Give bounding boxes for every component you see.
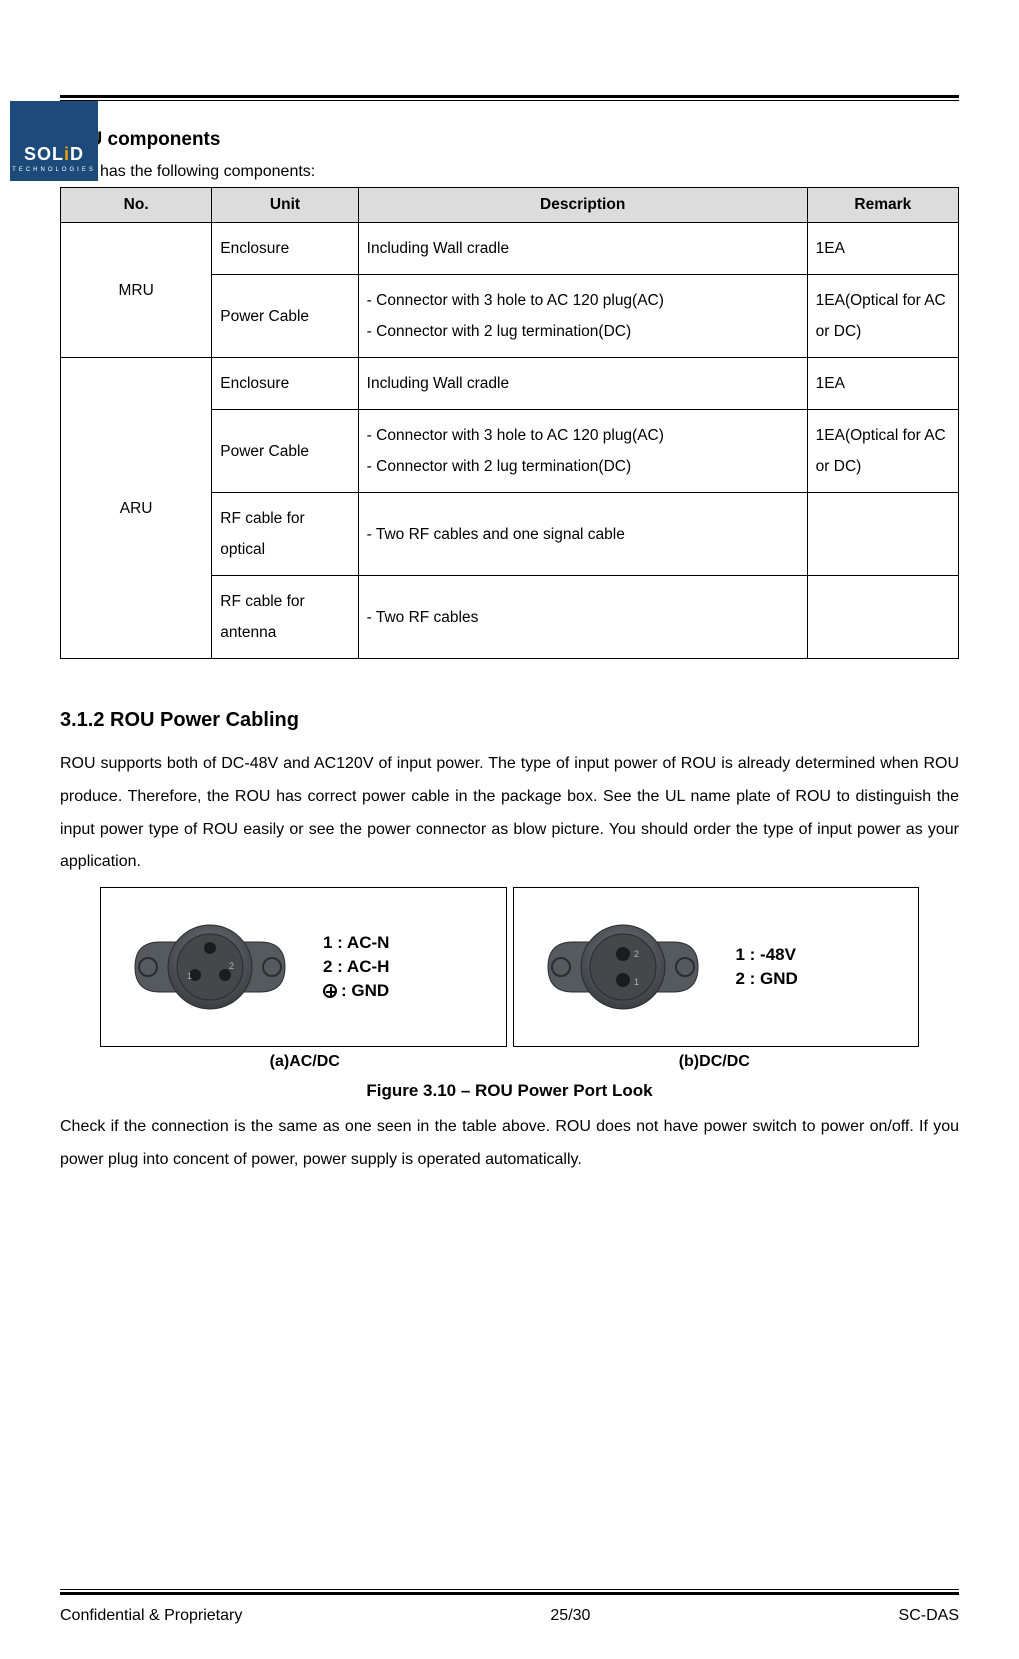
figure-labels: 1 : -48V 2 : GND bbox=[736, 945, 798, 989]
body-paragraph: Check if the connection is the same as o… bbox=[60, 1111, 959, 1177]
section-title: ROU components bbox=[60, 129, 959, 151]
footer-right: SC-DAS bbox=[899, 1607, 959, 1625]
cell-desc: Including Wall cradle bbox=[358, 358, 807, 410]
col-unit: Unit bbox=[212, 188, 358, 223]
figure-captions: (a)AC/DC (b)DC/DC bbox=[100, 1053, 919, 1071]
table-header-row: No. Unit Description Remark bbox=[61, 188, 959, 223]
cell-unit: Enclosure bbox=[212, 358, 358, 410]
label-acn: 1 : AC-N bbox=[323, 933, 389, 953]
footer-rule bbox=[60, 1589, 959, 1595]
cell-desc: - Two RF cables bbox=[358, 576, 807, 659]
body-paragraph: ROU supports both of DC-48V and AC120V o… bbox=[60, 748, 959, 879]
brand-name: SOLiD bbox=[24, 144, 84, 165]
brand-subtitle: TECHNOLOGIES bbox=[12, 167, 96, 173]
connector-acdc-icon: 1 2 bbox=[115, 907, 305, 1027]
svg-text:1: 1 bbox=[634, 977, 639, 987]
figure-title: Figure 3.10 – ROU Power Port Look bbox=[60, 1081, 959, 1101]
table-row: ARU Enclosure Including Wall cradle 1EA bbox=[61, 358, 959, 410]
brand-logo: SOLiD TECHNOLOGIES bbox=[10, 101, 98, 181]
header-rule bbox=[60, 95, 959, 101]
table-row: MRU Enclosure Including Wall cradle 1EA bbox=[61, 223, 959, 275]
subsection-heading: 3.1.2 ROU Power Cabling bbox=[60, 709, 959, 732]
cell-unit: Power Cable bbox=[212, 410, 358, 493]
cell-unit: Power Cable bbox=[212, 275, 358, 358]
col-no: No. bbox=[61, 188, 212, 223]
cell-remark: 1EA(Optical for AC or DC) bbox=[807, 410, 958, 493]
cell-desc: - Connector with 3 hole to AC 120 plug(A… bbox=[358, 275, 807, 358]
brand-part2: D bbox=[70, 144, 84, 164]
figure-ac-dc: 1 2 1 : AC-N 2 : AC-H : GND bbox=[100, 887, 507, 1047]
cell-unit: RF cable for optical bbox=[212, 493, 358, 576]
figure-row: 1 2 1 : AC-N 2 : AC-H : GND bbox=[100, 887, 919, 1047]
cell-remark: 1EA(Optical for AC or DC) bbox=[807, 275, 958, 358]
components-table: No. Unit Description Remark MRU Enclosur… bbox=[60, 187, 959, 659]
ground-icon bbox=[323, 984, 337, 998]
caption-a: (a)AC/DC bbox=[100, 1053, 510, 1071]
cell-no: MRU bbox=[61, 223, 212, 358]
cell-unit: Enclosure bbox=[212, 223, 358, 275]
label-ach: 2 : AC-H bbox=[323, 957, 389, 977]
svg-text:1: 1 bbox=[187, 971, 192, 981]
caption-b: (b)DC/DC bbox=[510, 1053, 920, 1071]
cell-no: ARU bbox=[61, 358, 212, 659]
label-gnd-text: : GND bbox=[341, 981, 389, 1001]
cell-remark bbox=[807, 493, 958, 576]
cell-desc: Including Wall cradle bbox=[358, 223, 807, 275]
figure-labels: 1 : AC-N 2 : AC-H : GND bbox=[323, 933, 389, 1001]
footer-center: 25/30 bbox=[550, 1607, 590, 1625]
col-remark: Remark bbox=[807, 188, 958, 223]
svg-text:2: 2 bbox=[634, 949, 639, 959]
cell-remark: 1EA bbox=[807, 358, 958, 410]
section-intro: ROU has the following components: bbox=[60, 163, 959, 181]
svg-text:2: 2 bbox=[229, 961, 234, 971]
label-48v: 1 : -48V bbox=[736, 945, 798, 965]
page-footer: Confidential & Proprietary 25/30 SC-DAS bbox=[60, 1607, 959, 1625]
figure-dc-dc: 2 1 1 : -48V 2 : GND bbox=[513, 887, 920, 1047]
cell-remark: 1EA bbox=[807, 223, 958, 275]
cell-desc: - Connector with 3 hole to AC 120 plug(A… bbox=[358, 410, 807, 493]
col-desc: Description bbox=[358, 188, 807, 223]
brand-part1: SOL bbox=[24, 144, 64, 164]
cell-desc: - Two RF cables and one signal cable bbox=[358, 493, 807, 576]
cell-unit: RF cable for antenna bbox=[212, 576, 358, 659]
label-gnd: : GND bbox=[323, 981, 389, 1001]
label-gnd: 2 : GND bbox=[736, 969, 798, 989]
connector-dcdc-icon: 2 1 bbox=[528, 907, 718, 1027]
cell-remark bbox=[807, 576, 958, 659]
footer-left: Confidential & Proprietary bbox=[60, 1607, 242, 1625]
